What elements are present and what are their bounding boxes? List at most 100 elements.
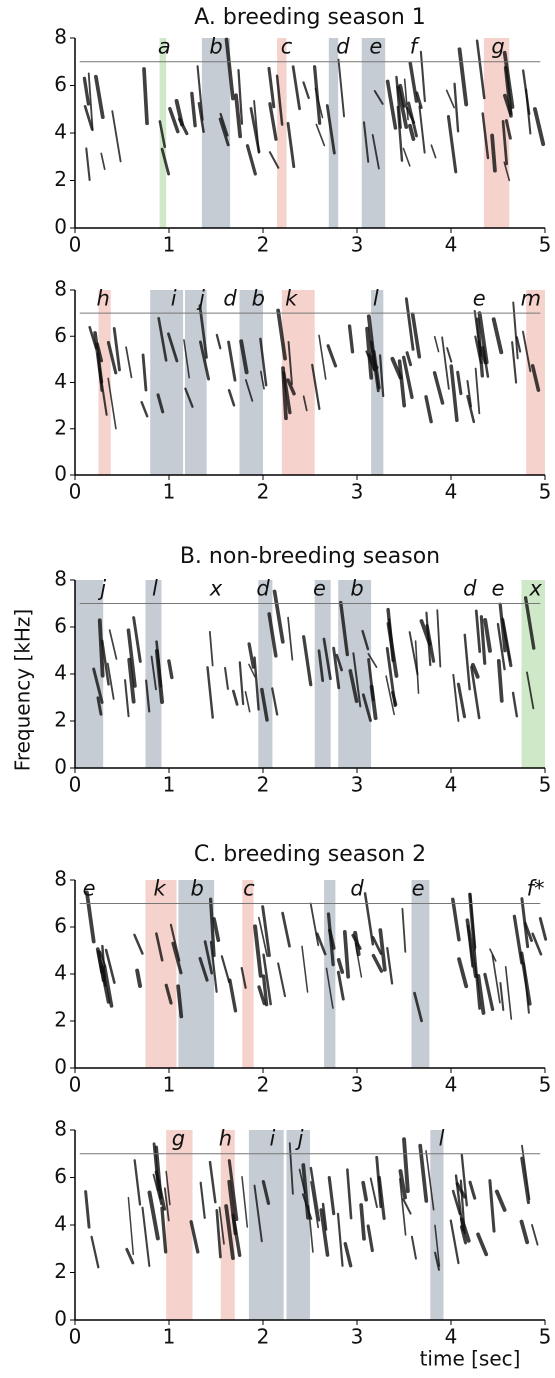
spectrogram-stroke — [156, 393, 165, 414]
spectrogram-stroke — [258, 916, 269, 958]
spectrogram-stroke — [227, 1159, 239, 1222]
x-axis-label: time [sec] — [420, 1347, 521, 1371]
spectrogram-stroke — [337, 58, 346, 118]
spectrogram-stroke — [346, 1168, 353, 1220]
spectrogram-stroke — [301, 1163, 310, 1220]
spectrogram-stroke — [253, 656, 260, 711]
spectrogram-stroke — [208, 897, 216, 958]
spectrogram-stroke — [244, 379, 254, 402]
spectrogram-stroke — [511, 341, 518, 384]
x-tick-label: 3 — [351, 233, 364, 257]
x-tick-label: 1 — [163, 1325, 176, 1349]
spectrogram-stroke — [466, 379, 472, 408]
spectrogram-stroke — [531, 1224, 539, 1246]
syllable-label: l — [373, 286, 379, 310]
spectrogram-stroke — [93, 331, 104, 384]
spectrogram-stroke — [271, 687, 279, 716]
spectrogram-stroke — [413, 991, 423, 1023]
x-tick-label: 3 — [351, 480, 364, 504]
spectrogram-stroke — [167, 332, 179, 363]
spectrogram-stroke — [385, 675, 395, 716]
spectrogram-stroke — [176, 984, 184, 1019]
spectrogram-stroke — [96, 696, 103, 716]
spectrogram-stroke — [503, 161, 511, 182]
spectrogram-stroke — [248, 663, 256, 678]
spectrogram-stroke — [83, 104, 94, 131]
spectrogram-stroke — [198, 956, 209, 982]
highlight-band — [411, 880, 430, 1068]
spectrogram-stroke — [365, 350, 376, 372]
highlight-band — [430, 1130, 444, 1320]
spectrogram-stroke — [353, 930, 361, 957]
spectrogram-stroke — [378, 928, 387, 972]
x-tick-label: 4 — [445, 1073, 458, 1097]
spectrogram-stroke — [476, 1232, 489, 1257]
spectrogram-stroke — [287, 341, 293, 386]
x-tick-label: 0 — [69, 1073, 82, 1097]
spectrogram-stroke — [234, 93, 243, 139]
x-tick-label: 1 — [163, 1073, 176, 1097]
spectrogram-stroke — [260, 687, 269, 722]
y-tick-label: 8 — [54, 277, 67, 301]
spectrogram-stroke — [475, 39, 486, 100]
spectrogram-stroke — [396, 105, 404, 162]
spectrogram-stroke — [288, 1142, 294, 1195]
spectrogram-stroke — [85, 147, 91, 182]
spectrogram-stroke — [203, 940, 214, 975]
spectrogram-stroke — [302, 81, 310, 100]
spectrogram-stroke — [434, 1251, 440, 1271]
spectrogram-stroke — [481, 112, 490, 160]
spectrogram-stroke — [281, 911, 291, 948]
spectrogram-stroke — [347, 324, 355, 354]
spectrogram-stroke — [220, 955, 231, 984]
panel-title: A. breeding season 1 — [194, 5, 426, 30]
spectrogram-stroke — [127, 657, 136, 704]
y-tick-label: 2 — [54, 708, 67, 732]
spectrogram-stroke — [239, 339, 249, 375]
y-tick-label: 4 — [54, 961, 67, 985]
spectrogram-stroke — [369, 684, 378, 721]
spectrogram-stroke — [359, 1203, 366, 1241]
spectrogram-stroke — [491, 317, 504, 355]
y-tick-label: 6 — [54, 72, 67, 96]
x-tick-label: 5 — [539, 1325, 552, 1349]
spectrogram-stroke — [145, 679, 151, 713]
spectrogram-stroke — [501, 120, 509, 166]
spectrogram-stroke — [125, 1247, 135, 1265]
y-tick-label: 6 — [54, 323, 67, 347]
spectrogram-stroke — [408, 631, 419, 676]
spectrogram-stroke — [490, 133, 497, 173]
x-tick-label: 1 — [163, 480, 176, 504]
spectrogram-stroke — [343, 1242, 353, 1268]
spectrogram-stroke — [521, 1144, 531, 1201]
spectrogram-stroke — [455, 1182, 467, 1199]
syllable-label: e — [473, 286, 486, 310]
x-tick-label: 1 — [163, 773, 176, 797]
syllable-label: b — [191, 876, 204, 900]
x-tick-label: 2 — [257, 1073, 270, 1097]
y-tick-label: 2 — [54, 1259, 67, 1283]
spectrogram-stroke — [318, 334, 327, 380]
spectrogram-stroke — [531, 932, 543, 956]
spectrogram-stroke — [272, 589, 285, 644]
spectrogram-stroke — [268, 151, 280, 169]
syllable-label: e — [83, 876, 96, 900]
spectrogram-stroke — [101, 944, 107, 987]
spectrogram-stroke — [445, 89, 456, 109]
spectrogram-stroke — [208, 1160, 217, 1204]
spectrogram-stroke — [227, 389, 236, 407]
spectrogram-stroke — [483, 972, 495, 1012]
spectrogram-stroke — [261, 905, 271, 958]
spectrogram-stroke — [352, 652, 362, 708]
spectrogram-stroke — [456, 682, 467, 719]
spectrogram-stroke — [401, 907, 407, 953]
spectrogram-stroke — [530, 364, 541, 392]
syllable-label: b — [209, 35, 222, 59]
spectrogram-stroke — [111, 110, 122, 163]
syllable-label: e — [313, 576, 326, 600]
spectrogram-stroke — [227, 1179, 238, 1236]
spectrogram-stroke — [463, 633, 471, 691]
spectrogram-stroke — [199, 1181, 206, 1219]
spectrogram-stroke — [451, 897, 461, 942]
syllable-label: k — [285, 286, 298, 310]
